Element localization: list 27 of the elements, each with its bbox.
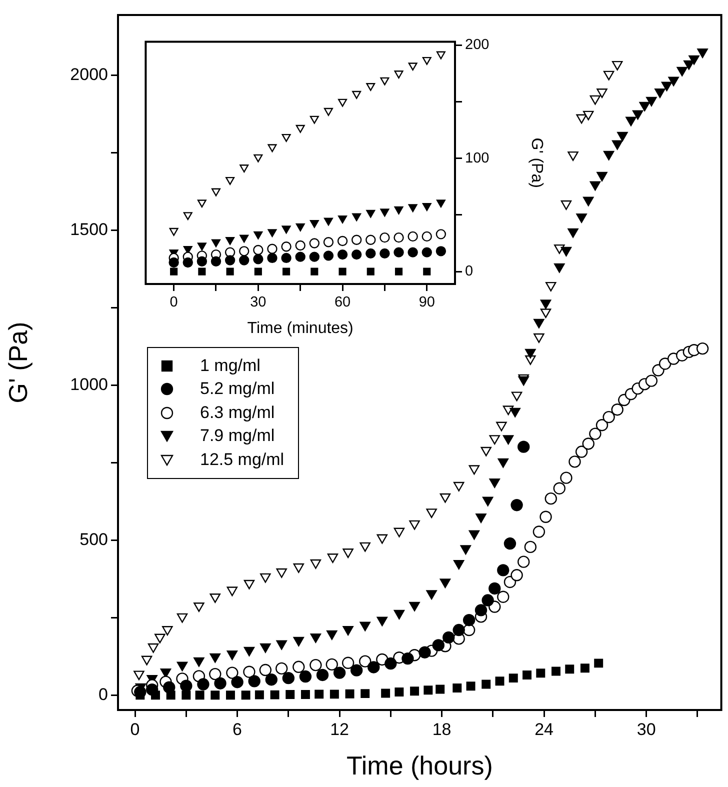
x-tick-label: 18: [432, 720, 452, 739]
y-tick-label: 200: [465, 37, 490, 54]
x-tick-label: 0: [130, 720, 140, 739]
x-tick-label: 30: [636, 720, 656, 739]
legend-label: 5.2 mg/ml: [200, 379, 275, 400]
y-tick-label: 0: [465, 264, 474, 280]
x-axis-title: Time (hours): [346, 750, 493, 781]
y-tick-label: 0: [98, 684, 108, 704]
y-tick-label: 1500: [70, 220, 108, 239]
legend-label: 12.5 mg/ml: [200, 450, 284, 470]
x-axis-title: Time (minutes): [247, 320, 354, 337]
legend-label: 1 mg/ml: [200, 356, 260, 376]
y-tick-label: 500: [80, 530, 108, 549]
x-tick-label: 12: [330, 720, 350, 739]
y-axis-title: G' (Pa): [528, 138, 545, 188]
x-tick-label: 6: [232, 720, 242, 739]
x-tick-label: 30: [250, 294, 266, 311]
x-tick-label: 0: [170, 294, 178, 311]
y-tick-label: 1000: [70, 374, 108, 394]
legend-label: 6.3 mg/ml: [200, 402, 275, 423]
x-tick-label: 60: [334, 294, 351, 311]
y-tick-label: 2000: [70, 64, 108, 84]
x-tick-label: 90: [418, 294, 435, 311]
legend-label: 7.9 mg/ml: [200, 426, 275, 446]
y-tick-label: 100: [465, 150, 490, 166]
y-axis-title: G' (Pa): [2, 322, 33, 404]
x-tick-label: 24: [534, 720, 554, 739]
